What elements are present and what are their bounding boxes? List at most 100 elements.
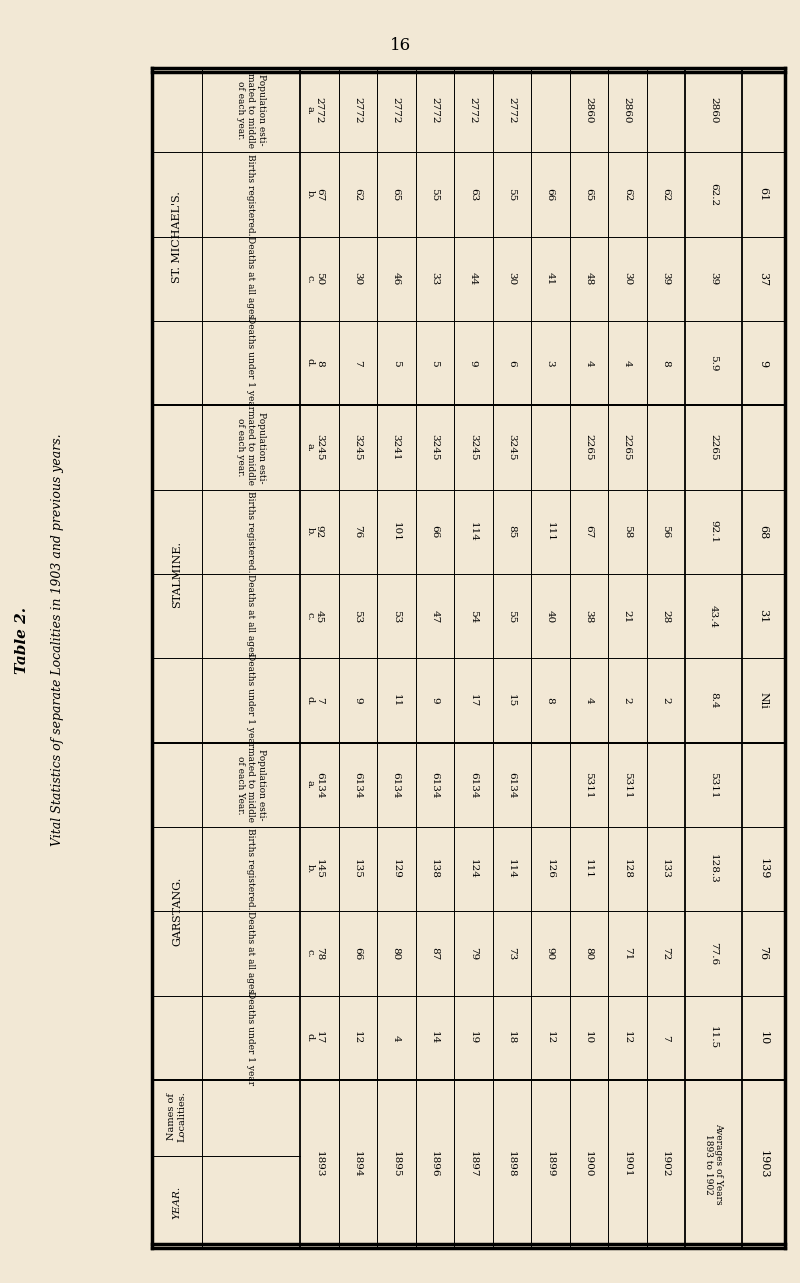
Text: 11: 11: [392, 694, 401, 707]
Text: 12: 12: [622, 1032, 632, 1044]
Text: 2772: 2772: [430, 98, 439, 123]
Text: 54: 54: [469, 609, 478, 622]
Text: 66: 66: [430, 525, 439, 539]
Text: 7: 7: [314, 697, 324, 704]
Text: 67: 67: [584, 525, 594, 539]
Text: STALMINE.: STALMINE.: [172, 540, 182, 607]
Text: 62.2: 62.2: [709, 183, 718, 207]
Text: 62: 62: [354, 187, 362, 201]
Text: 10: 10: [584, 1032, 594, 1044]
Text: 2772: 2772: [507, 98, 516, 123]
Text: Population esti-
mated to middle
of each year.: Population esti- mated to middle of each…: [236, 411, 266, 485]
Text: Deaths at all ages.: Deaths at all ages.: [246, 911, 255, 996]
Text: 139: 139: [758, 858, 769, 880]
Text: 4: 4: [584, 697, 594, 704]
Text: Nli: Nli: [758, 692, 769, 709]
Text: 45: 45: [314, 609, 324, 622]
Text: c.: c.: [306, 275, 314, 284]
Text: ST. MICHAEL'S.: ST. MICHAEL'S.: [172, 191, 182, 282]
Text: 5311: 5311: [622, 771, 632, 798]
Text: 114: 114: [469, 522, 478, 541]
Text: d.: d.: [306, 1033, 314, 1043]
Text: 101: 101: [392, 522, 401, 541]
Text: 53: 53: [354, 609, 362, 622]
Text: Averages of Years
1893 to 1902: Averages of Years 1893 to 1902: [704, 1123, 723, 1205]
Text: 8: 8: [662, 359, 670, 367]
Text: 1902: 1902: [662, 1151, 670, 1178]
Text: 87: 87: [430, 947, 439, 960]
Text: 68: 68: [758, 525, 769, 539]
Text: 30: 30: [507, 272, 516, 285]
Text: 65: 65: [392, 187, 401, 201]
Text: 65: 65: [584, 187, 594, 201]
Text: 43.4: 43.4: [709, 604, 718, 627]
Text: 62: 62: [662, 187, 670, 201]
Text: d.: d.: [306, 695, 314, 706]
Text: 28: 28: [662, 609, 670, 622]
Text: 145: 145: [314, 860, 324, 879]
Text: 39: 39: [662, 272, 670, 285]
Text: 40: 40: [546, 609, 554, 622]
Text: 1897: 1897: [469, 1151, 478, 1178]
Text: 2: 2: [622, 697, 632, 704]
Text: 67: 67: [314, 187, 324, 201]
Text: 1901: 1901: [622, 1151, 632, 1178]
Text: Deaths under 1 year: Deaths under 1 year: [246, 316, 255, 411]
Text: 135: 135: [354, 860, 362, 879]
Text: 5: 5: [430, 359, 439, 367]
Text: a.: a.: [306, 443, 314, 452]
Text: 5: 5: [392, 359, 401, 367]
Text: 3245: 3245: [430, 434, 439, 461]
Text: 5.9: 5.9: [709, 355, 718, 371]
Text: 129: 129: [392, 860, 401, 879]
Text: 6134: 6134: [392, 771, 401, 798]
Text: 2860: 2860: [584, 98, 594, 123]
Text: 41: 41: [546, 272, 554, 285]
Text: 55: 55: [430, 187, 439, 201]
Text: 44: 44: [469, 272, 478, 285]
Text: 66: 66: [546, 187, 554, 201]
Text: 12: 12: [546, 1032, 554, 1044]
Text: d.: d.: [306, 358, 314, 368]
Text: 128: 128: [622, 860, 632, 879]
Text: 1898: 1898: [507, 1151, 516, 1178]
Text: 1896: 1896: [430, 1151, 439, 1178]
Text: 4: 4: [622, 359, 632, 367]
Text: 21: 21: [622, 609, 632, 622]
Text: 133: 133: [662, 860, 670, 879]
Text: 17: 17: [469, 694, 478, 707]
Text: 7: 7: [354, 359, 362, 367]
Text: 30: 30: [354, 272, 362, 285]
Text: 3245: 3245: [469, 434, 478, 461]
Text: 14: 14: [430, 1032, 439, 1044]
Text: 77.6: 77.6: [709, 942, 718, 965]
Text: 92: 92: [314, 525, 324, 539]
Text: 1899: 1899: [546, 1151, 554, 1178]
Text: Table 2.: Table 2.: [15, 607, 29, 674]
Text: 2860: 2860: [622, 98, 632, 123]
Text: 78: 78: [314, 947, 324, 960]
Text: 71: 71: [622, 947, 632, 960]
Text: Population esti-
mated to middle
of each year.: Population esti- mated to middle of each…: [236, 73, 266, 148]
Text: 5311: 5311: [709, 771, 718, 798]
Text: 6134: 6134: [354, 771, 362, 798]
Text: 15: 15: [507, 694, 516, 707]
Text: 6134: 6134: [314, 771, 324, 798]
Text: b.: b.: [306, 190, 314, 199]
Text: 111: 111: [584, 860, 594, 879]
Text: 31: 31: [758, 609, 769, 624]
Text: 9: 9: [430, 697, 439, 704]
Text: 66: 66: [354, 947, 362, 960]
Text: 124: 124: [469, 860, 478, 879]
Text: 114: 114: [507, 860, 516, 879]
Text: 50: 50: [314, 272, 324, 285]
Text: 9: 9: [354, 697, 362, 704]
Text: 2: 2: [662, 697, 670, 704]
Text: 2772: 2772: [314, 98, 324, 123]
Text: 17: 17: [314, 1032, 324, 1044]
Text: 1900: 1900: [584, 1151, 594, 1178]
Text: 53: 53: [392, 609, 401, 622]
Text: 55: 55: [507, 187, 516, 201]
Text: 111: 111: [546, 522, 554, 541]
Text: 2265: 2265: [709, 434, 718, 461]
